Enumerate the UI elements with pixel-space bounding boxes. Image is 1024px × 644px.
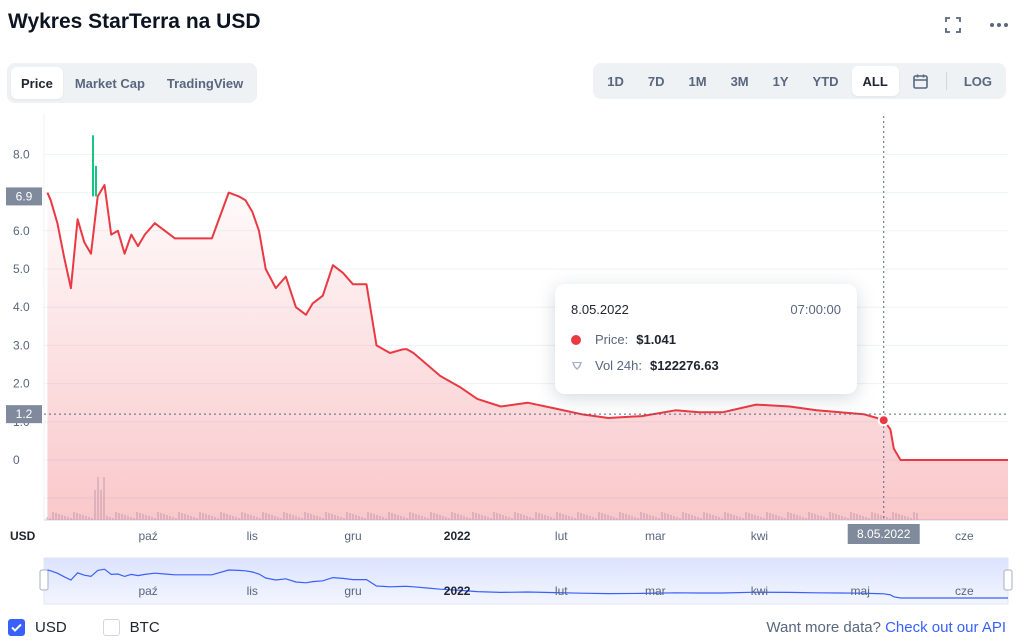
x-tick-label: lut: [555, 529, 568, 543]
chart-overlay: 6.9 1.2 8.05.2022: [6, 116, 1008, 544]
tooltip-volume-value: $122276.63: [650, 358, 719, 373]
tab-tradingview[interactable]: TradingView: [166, 75, 244, 91]
price-chart[interactable]: 01.02.03.04.05.06.07.08.0 paźlisgru2022l…: [0, 108, 1024, 606]
y-tick-label: 6.0: [13, 224, 30, 238]
btc-label: BTC: [129, 619, 160, 636]
calendar-button[interactable]: [901, 66, 940, 96]
navigator-tick-label: paź: [138, 584, 157, 598]
x-axis-labels: paź lis gru 2022 lut mar kwi cze USD: [10, 529, 974, 543]
api-promo: Want more data? Check out our API: [766, 619, 1006, 636]
y-tick-label: 2.0: [13, 377, 30, 391]
api-link[interactable]: Check out our API: [885, 619, 1006, 636]
x-tick-label: cze: [955, 529, 974, 543]
view-tabs: Price Market Cap TradingView: [7, 63, 258, 103]
navigator-tick-label: cze: [955, 584, 974, 598]
hover-point: [877, 414, 890, 427]
y-tick-label: 4.0: [13, 300, 30, 314]
range-tabs: 1D 7D 1M 3M 1Y YTD ALL LOG: [593, 63, 1006, 99]
x-tick-label: lis: [247, 529, 258, 543]
y-marker-label: 1.2: [16, 407, 33, 421]
range-3m[interactable]: 3M: [730, 73, 749, 89]
y-marker-box: [6, 187, 42, 206]
navigator-handle: [1003, 569, 1013, 591]
tooltip-price-label: Price:: [595, 332, 629, 347]
range-ytd[interactable]: YTD: [812, 73, 839, 89]
y-marker-box: [6, 405, 42, 424]
crosshair-date-box: [847, 524, 920, 544]
currency-legend: USD BTC: [8, 619, 160, 636]
navigator-tick-label: gru: [344, 584, 361, 598]
range-all[interactable]: ALL: [851, 66, 899, 96]
x-tick-label: gru: [344, 529, 361, 543]
tooltip-volume-label: Vol 24h:: [595, 358, 642, 373]
navigator-tick-label: kwi: [751, 584, 768, 598]
tooltip-date: 8.05.2022: [571, 302, 629, 317]
navigator-tick-label: lis: [247, 584, 258, 598]
api-text: Want more data?: [766, 619, 881, 636]
price-line: [46, 135, 1008, 461]
range-7d[interactable]: 7D: [647, 73, 665, 89]
y-axis-unit-label: USD: [10, 529, 36, 543]
check-icon: [11, 623, 22, 632]
price-dot-icon: [571, 334, 581, 345]
navigator-line: [47, 568, 1008, 599]
navigator-tick-label: 2022: [444, 584, 471, 598]
tooltip-price-value: $1.041: [636, 332, 676, 347]
calendar-icon: [913, 74, 928, 89]
usd-checkbox[interactable]: [8, 619, 25, 636]
y-marker-label: 6.9: [16, 189, 33, 203]
btc-checkbox[interactable]: [102, 619, 120, 636]
tab-price[interactable]: Price: [11, 67, 63, 99]
top-toolbar: [942, 14, 1010, 36]
volume-bar: [46, 517, 48, 520]
price-area: [47, 185, 1008, 520]
y-tick-label: 3.0: [13, 338, 30, 352]
x-tick-label: 2022: [444, 529, 471, 543]
range-1d[interactable]: 1D: [607, 73, 624, 89]
range-1y[interactable]: 1Y: [772, 73, 789, 89]
navigator: paź lis gru 2022 lut mar kwi maj cze: [39, 557, 1013, 605]
fullscreen-icon[interactable]: [942, 14, 964, 36]
tooltip-volume-row: Vol 24h: $122276.63: [571, 358, 719, 373]
price-tooltip: 8.05.2022 07:00:00 Price: $1.041 Vol 24h…: [555, 284, 857, 394]
navigator-tick-label: lut: [555, 584, 568, 598]
navigator-tick-label: maj: [851, 584, 870, 598]
price-area-fill: [47, 185, 1008, 520]
x-tick-label: kwi: [751, 529, 768, 543]
tooltip-price-row: Price: $1.041: [571, 332, 676, 347]
y-tick-label: 0: [13, 453, 20, 467]
page-title: Wykres StarTerra na USD: [8, 10, 261, 33]
x-tick-label: paź: [138, 529, 157, 543]
log-toggle[interactable]: LOG: [963, 73, 992, 89]
range-1m[interactable]: 1M: [688, 73, 707, 89]
price-line-path: [46, 184, 1008, 461]
more-icon[interactable]: [988, 14, 1010, 36]
navigator-tick-label: mar: [645, 584, 666, 598]
x-tick-label: mar: [645, 529, 666, 543]
y-tick-label: 8.0: [13, 147, 30, 161]
range-divider: [945, 72, 947, 90]
navigator-handle: [39, 569, 49, 591]
volume-icon: [572, 361, 582, 370]
y-tick-label: 5.0: [13, 262, 30, 276]
usd-label: USD: [35, 619, 67, 636]
tooltip-time: 07:00:00: [790, 302, 841, 317]
crosshair-date-label: 8.05.2022: [857, 527, 911, 541]
tab-market-cap[interactable]: Market Cap: [74, 75, 145, 91]
